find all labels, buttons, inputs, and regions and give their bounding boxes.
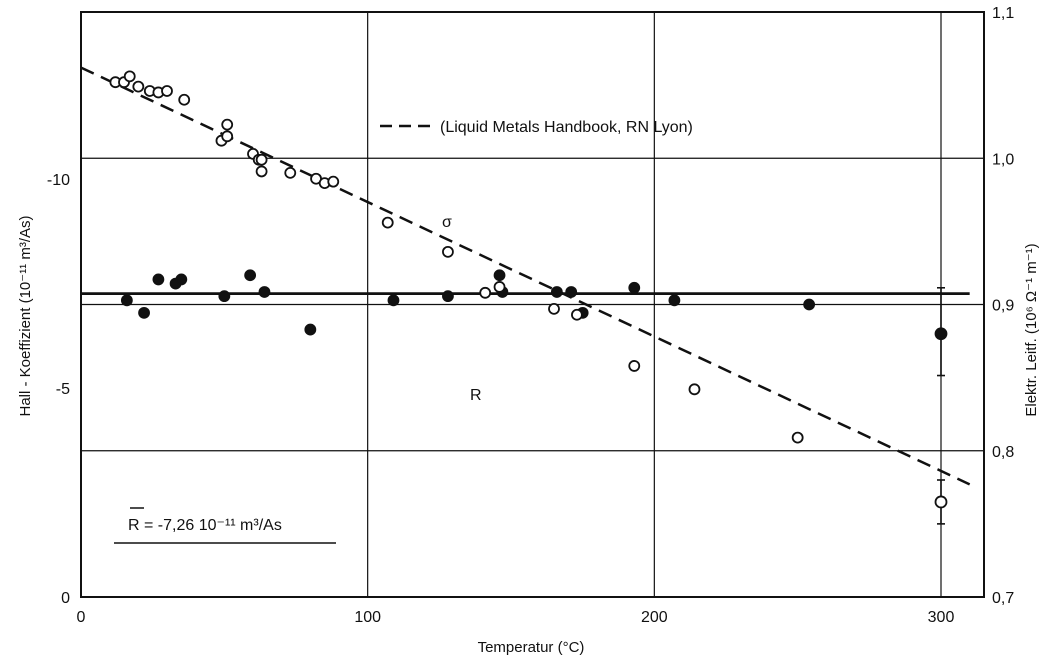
r-point [668,294,681,307]
sigma-series-label: σ [442,214,452,231]
sigma-error-point [934,495,948,509]
sigma-point [628,360,641,372]
y-left-tick-label: 0 [61,590,70,607]
sigma-point [255,153,268,166]
r-point [120,294,133,307]
r-point [442,290,454,303]
y-left-axis-title: Hall - Koeffizient (10⁻¹¹ m³/As) [17,215,34,416]
data-points [109,70,948,525]
sigma-point [123,70,136,83]
sigma-point [479,286,492,299]
sigma-point [161,85,173,97]
r-point [244,269,257,282]
r-point [803,298,816,311]
y-right-axis-title: Elektr. Leitf. (10⁶ Ω⁻¹ m⁻¹) [1023,243,1040,416]
mean-r-text: R = -7,26 10⁻¹¹ m³/As [128,517,282,534]
sigma-point [284,166,297,179]
y-right-tick-label: 1,0 [992,151,1014,168]
tick-labels: 0 100 200 300 0 -5 -10 0,7 0,8 0,9 1,0 1,1 [47,5,1014,626]
x-axis-title: Temperatur (°C) [478,639,585,656]
y-right-tick-label: 0,9 [992,298,1014,315]
r-point [493,269,506,282]
r-point [565,286,578,298]
r-point [387,294,400,307]
r-point [628,281,641,294]
sigma-point [381,216,394,229]
sigma-point [221,118,234,131]
plot-frame [80,11,985,598]
sigma-point [327,175,340,188]
sigma-point [688,383,701,396]
r-series-label: R [470,387,482,404]
x-tick-label: 300 [928,609,955,626]
r-point [550,286,563,298]
sigma-point [791,431,804,444]
sigma-point [442,245,454,258]
legend: (Liquid Metals Handbook, RN Lyon) [380,119,693,136]
sigma-point [178,93,191,106]
r-point [175,273,188,286]
sigma-point [132,80,145,93]
sigma-point [548,302,560,315]
legend-text: (Liquid Metals Handbook, RN Lyon) [440,119,693,136]
r-point [218,290,231,303]
r-point [152,273,165,286]
r-point [138,306,150,319]
sigma-point [221,130,234,143]
y-right-tick-label: 1,1 [992,5,1014,22]
x-tick-label: 200 [641,609,668,626]
y-right-tick-label: 0,8 [992,444,1014,461]
y-left-tick-label: -5 [56,381,70,398]
sigma-point [255,165,268,178]
r-point [258,286,271,298]
sigma-point [571,308,583,321]
y-right-tick-label: 0,7 [992,590,1014,607]
x-tick-label: 100 [354,609,381,626]
x-tick-label: 0 [77,609,86,626]
r-point [304,323,317,336]
y-left-tick-label: -10 [47,172,70,189]
r-error-point [934,327,948,341]
mean-annotation: R = -7,26 10⁻¹¹ m³/As [114,507,336,544]
sigma-point [493,281,506,293]
grid-lines [81,12,984,597]
